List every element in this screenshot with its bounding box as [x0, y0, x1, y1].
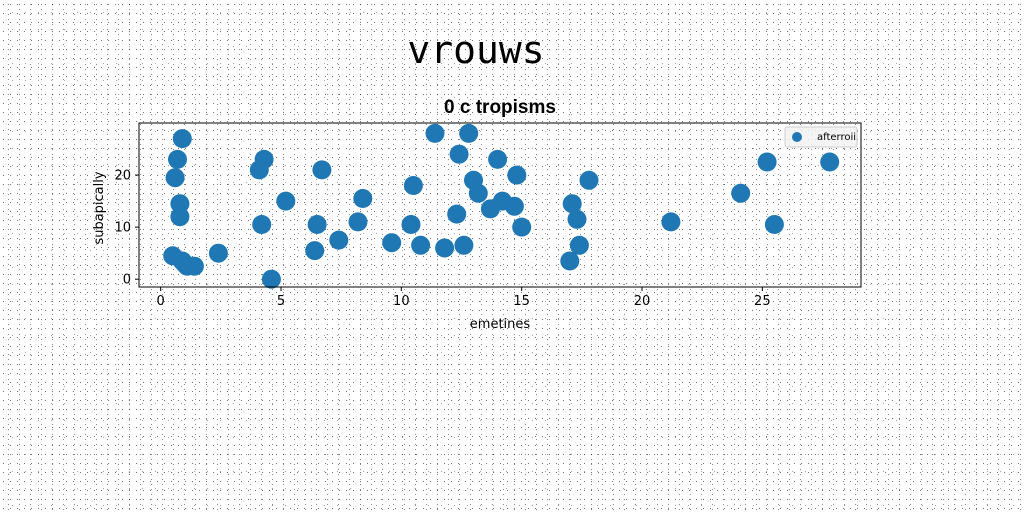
data-point — [261, 269, 281, 289]
data-point — [170, 207, 190, 227]
x-tick-label: 5 — [277, 294, 285, 309]
x-tick-label: 20 — [634, 294, 651, 309]
data-point — [757, 152, 777, 172]
y-tick-label: 20 — [114, 169, 131, 184]
data-point — [468, 183, 488, 203]
data-point — [305, 241, 325, 261]
x-axis-ticks: 0 5 10 15 20 25 — [157, 287, 771, 309]
data-point — [454, 235, 474, 255]
data-point — [307, 215, 327, 234]
y-axis-ticks: 0 10 20 — [114, 169, 139, 288]
data-point — [165, 168, 185, 188]
data-point — [401, 215, 421, 234]
data-point — [820, 152, 840, 172]
data-point — [411, 235, 431, 255]
data-point — [488, 149, 508, 169]
data-point — [312, 160, 332, 180]
data-points — [163, 123, 840, 289]
data-point — [329, 230, 349, 250]
legend-label-afterroii: afterroii — [817, 132, 856, 143]
data-point — [254, 149, 274, 169]
data-point — [579, 170, 599, 190]
data-point — [560, 251, 580, 271]
data-point — [353, 189, 373, 208]
y-tick-label: 10 — [114, 221, 131, 236]
data-point — [276, 191, 296, 211]
page-title: vrouws — [407, 28, 545, 72]
data-point — [403, 176, 423, 195]
plot-area-frame — [138, 122, 862, 288]
x-tick-label: 15 — [513, 294, 530, 309]
y-tick-label: 0 — [123, 273, 131, 288]
y-axis-label: subapically — [92, 171, 107, 244]
data-point — [172, 129, 192, 149]
chart-title: 0 c tropisms — [444, 97, 556, 118]
data-point — [562, 194, 582, 214]
data-point — [504, 196, 524, 216]
data-point — [170, 194, 190, 214]
data-point — [382, 233, 402, 253]
data-point — [507, 165, 527, 185]
legend: afterroii — [784, 126, 858, 148]
data-point — [567, 209, 587, 229]
x-tick-label: 10 — [393, 294, 410, 309]
x-tick-label: 0 — [157, 294, 165, 309]
x-tick-label: 25 — [754, 294, 771, 309]
data-point — [512, 217, 532, 237]
data-point — [449, 144, 469, 164]
data-point — [208, 243, 228, 263]
data-point — [569, 235, 589, 255]
data-point — [184, 256, 204, 276]
data-point — [435, 238, 455, 258]
data-point — [731, 183, 751, 203]
legend-marker — [792, 132, 802, 142]
data-point — [764, 215, 784, 234]
x-axis-label: emetines — [470, 317, 531, 332]
data-point — [447, 204, 467, 224]
legend-box — [784, 126, 858, 148]
data-point — [168, 149, 187, 169]
data-point — [425, 123, 445, 143]
data-point — [459, 123, 479, 143]
data-point — [348, 212, 368, 232]
data-point — [252, 215, 272, 234]
data-point — [661, 212, 681, 232]
